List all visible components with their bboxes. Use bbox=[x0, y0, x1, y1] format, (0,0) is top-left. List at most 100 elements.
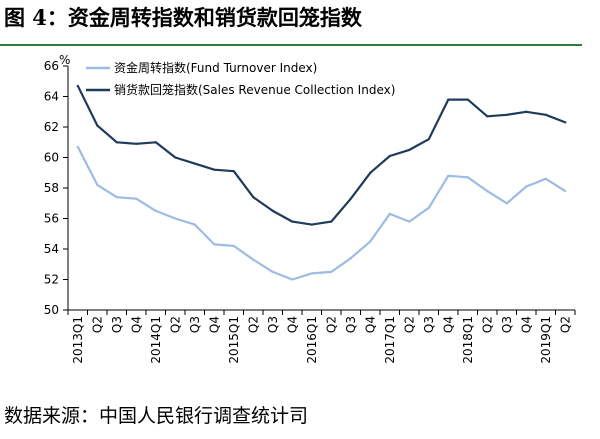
data-point-s2 bbox=[271, 209, 274, 212]
data-point-s1 bbox=[76, 145, 79, 148]
x-tick-label: Q3 bbox=[188, 316, 202, 333]
x-tick-label: 2013Q1 bbox=[71, 316, 85, 364]
data-point-s1 bbox=[174, 217, 177, 220]
data-point-s2 bbox=[466, 98, 469, 101]
data-point-s1 bbox=[193, 223, 196, 226]
data-point-s2 bbox=[291, 220, 294, 223]
x-tick-label: Q2 bbox=[480, 316, 494, 333]
data-point-s1 bbox=[252, 258, 255, 261]
data-point-s1 bbox=[115, 196, 118, 199]
data-point-s1 bbox=[291, 278, 294, 281]
data-point-s2 bbox=[349, 197, 352, 200]
data-point-s1 bbox=[408, 220, 411, 223]
data-point-s1 bbox=[544, 177, 547, 180]
data-point-s2 bbox=[564, 121, 567, 124]
data-point-s2 bbox=[486, 115, 489, 118]
data-point-s2 bbox=[232, 170, 235, 173]
data-point-s2 bbox=[447, 98, 450, 101]
data-point-s2 bbox=[427, 138, 430, 141]
data-point-s2 bbox=[525, 110, 528, 113]
data-point-s1 bbox=[564, 189, 567, 193]
legend: 资金周转指数(Fund Turnover Index) 销货款回笼指数(Sales… bbox=[86, 60, 395, 97]
data-point-s1 bbox=[154, 209, 157, 212]
x-tick-label: 2018Q1 bbox=[461, 316, 475, 364]
source-note: 数据来源：中国人民银行调查统计司 bbox=[4, 405, 309, 427]
x-tick-label: Q3 bbox=[266, 316, 280, 333]
data-point-s2 bbox=[544, 113, 547, 116]
data-point-s2 bbox=[154, 141, 157, 144]
chart-title: 图 4：资金周转指数和销货款回笼指数 bbox=[4, 5, 362, 30]
y-axis-ticks: 50 52 54 56 58 60 62 64 66 bbox=[44, 59, 68, 317]
data-point-s1 bbox=[447, 174, 450, 177]
data-point-s2 bbox=[115, 141, 118, 144]
series-line-2 bbox=[76, 85, 566, 226]
x-tick-label: 2015Q1 bbox=[227, 316, 241, 364]
data-point-s1 bbox=[213, 243, 216, 246]
y-unit-label: % bbox=[59, 53, 70, 67]
data-point-s1 bbox=[232, 244, 235, 248]
y-tick-label: 58 bbox=[44, 181, 59, 195]
x-tick-label: Q4 bbox=[129, 316, 143, 333]
x-tick-label: 2016Q1 bbox=[305, 316, 319, 364]
data-point-s1 bbox=[369, 240, 372, 243]
data-point-s1 bbox=[310, 272, 313, 275]
x-tick-label: Q2 bbox=[90, 316, 104, 333]
data-point-s2 bbox=[310, 223, 313, 226]
data-point-s1 bbox=[466, 176, 469, 179]
y-tick-label: 52 bbox=[44, 273, 59, 287]
data-point-s2 bbox=[252, 196, 255, 199]
data-point-s2 bbox=[388, 154, 391, 158]
data-point-s2 bbox=[174, 156, 177, 159]
series-line-1 bbox=[76, 146, 566, 281]
x-tick-label: Q3 bbox=[500, 316, 514, 333]
data-point-s2 bbox=[135, 142, 138, 145]
title-divider bbox=[0, 44, 582, 46]
data-point-s1 bbox=[505, 202, 508, 205]
data-point-s2 bbox=[330, 220, 333, 223]
y-tick-label: 50 bbox=[44, 303, 59, 317]
x-tick-label: Q3 bbox=[344, 316, 358, 333]
x-tick-label: Q4 bbox=[441, 316, 455, 333]
data-point-s1 bbox=[427, 206, 430, 209]
y-tick-label: 60 bbox=[44, 151, 59, 165]
y-tick-label: 56 bbox=[44, 212, 59, 226]
x-tick-label: Q2 bbox=[246, 316, 260, 333]
x-tick-label: Q2 bbox=[558, 316, 572, 333]
x-tick-label: Q2 bbox=[402, 316, 416, 333]
x-tick-label: Q2 bbox=[324, 316, 338, 333]
x-tick-label: Q3 bbox=[422, 316, 436, 333]
data-point-s1 bbox=[525, 185, 528, 188]
data-point-s2 bbox=[193, 162, 196, 165]
x-tick-label: Q4 bbox=[519, 316, 533, 333]
data-point-s1 bbox=[486, 189, 489, 193]
data-point-s2 bbox=[96, 124, 99, 127]
x-tick-label: 2014Q1 bbox=[149, 316, 163, 364]
data-point-s2 bbox=[408, 148, 411, 151]
data-point-s2 bbox=[213, 168, 216, 171]
legend-label-2: 销货款回笼指数(Sales Revenue Collection Index) bbox=[114, 82, 395, 97]
x-tick-label: Q4 bbox=[363, 316, 377, 333]
data-point-s1 bbox=[271, 270, 274, 273]
data-point-s2 bbox=[76, 84, 79, 87]
y-tick-label: 54 bbox=[44, 242, 59, 256]
data-point-s1 bbox=[135, 197, 138, 200]
y-tick-label: 62 bbox=[44, 120, 59, 134]
x-axis-ticks: 2013Q1 Q2 Q3 Q4 2014Q1 Q2 Q3 Q4 2015Q1 Q2 Q3 Q4 2016… bbox=[67, 310, 576, 364]
data-point-s1 bbox=[96, 183, 99, 187]
x-tick-label: 2017Q1 bbox=[383, 316, 397, 364]
series-lines bbox=[76, 84, 567, 281]
x-tick-label: 2019Q1 bbox=[539, 316, 553, 364]
data-point-s2 bbox=[369, 171, 372, 174]
data-point-s2 bbox=[505, 113, 508, 116]
x-tick-label: Q3 bbox=[110, 316, 124, 333]
data-point-s1 bbox=[330, 270, 333, 273]
x-tick-label: Q4 bbox=[285, 316, 299, 333]
data-point-s1 bbox=[388, 212, 391, 216]
data-point-s1 bbox=[349, 257, 352, 260]
legend-label-1: 资金周转指数(Fund Turnover Index) bbox=[114, 60, 317, 75]
x-tick-label: Q2 bbox=[168, 316, 182, 333]
y-tick-label: 66 bbox=[44, 59, 59, 73]
line-chart: % 50 52 54 56 58 60 62 64 66 2013Q1 Q2 Q3 Q4 2014Q1 Q… bbox=[44, 53, 576, 364]
x-tick-label: Q4 bbox=[207, 316, 221, 333]
y-tick-label: 64 bbox=[44, 90, 59, 104]
